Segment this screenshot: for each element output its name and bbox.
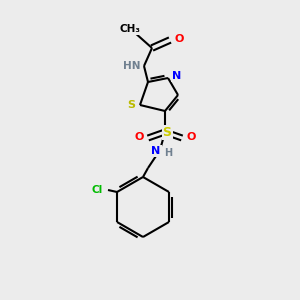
Text: N: N (172, 71, 182, 81)
Text: S: S (163, 125, 172, 139)
Text: CH₃: CH₃ (119, 24, 140, 34)
Text: O: O (174, 34, 184, 44)
Text: H: H (164, 148, 172, 158)
Text: O: O (134, 132, 144, 142)
Text: Cl: Cl (92, 185, 103, 195)
Text: N: N (152, 146, 160, 156)
Text: S: S (127, 100, 135, 110)
Text: O: O (186, 132, 196, 142)
Text: HN: HN (123, 61, 141, 71)
